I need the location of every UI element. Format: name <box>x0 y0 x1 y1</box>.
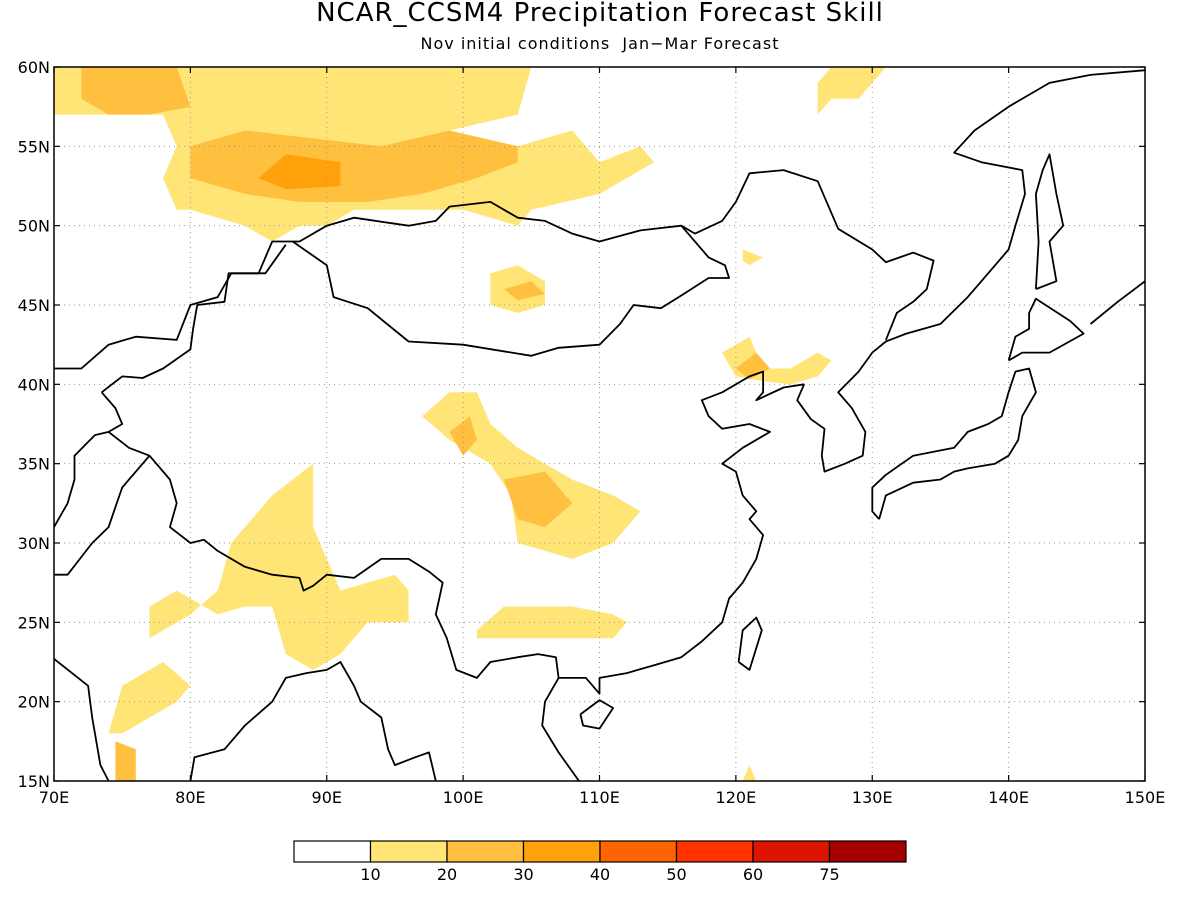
coastline-japan-honshu <box>871 367 1037 520</box>
skill-region-siberia-core <box>190 130 518 202</box>
colorbar-swatch <box>828 840 907 863</box>
coastline-china-mongolia <box>292 225 730 357</box>
lon-tick-label: 120E <box>716 788 757 807</box>
skill-region-siberia-core-inner <box>258 154 341 190</box>
coastline-kamchatka <box>1089 280 1145 325</box>
skill-region-india-southwest-inner <box>115 741 136 781</box>
lat-tick-label: 30N <box>18 534 50 553</box>
coastline-pakistan-border <box>54 391 124 528</box>
lat-tick-label: 45N <box>18 296 50 315</box>
lat-tick-label: 35N <box>18 455 50 474</box>
colorbar-label: 40 <box>590 865 610 884</box>
colorbar-swatch <box>369 840 448 863</box>
coastline-taiwan <box>737 616 763 671</box>
colorbar-label: 10 <box>360 865 380 884</box>
colorbar-swatch <box>599 840 678 863</box>
colorbar-swatch <box>293 840 372 863</box>
coastline-himalaya <box>108 431 560 679</box>
skill-region-tibet-south <box>149 463 409 670</box>
skill-region-tibet-north-inner2 <box>449 416 477 456</box>
skill-region-mongolia-east-patch <box>742 249 764 266</box>
coastline-india-pak-border <box>54 455 151 576</box>
map-subtitle: Nov initial conditions Jan−Mar Forecast <box>420 34 780 53</box>
colorbar-swatch <box>522 840 601 863</box>
skill-region-siberia-east <box>817 67 886 115</box>
axis-ticks: 70E 80E 90E 100E 110E 120E 130E 140E 150E 15N 20N 2… <box>18 58 1166 807</box>
lon-tick-label: 90E <box>312 788 342 807</box>
lat-tick-label: 20N <box>18 693 50 712</box>
colorbar-label: 60 <box>743 865 763 884</box>
colorbar-label: 50 <box>666 865 686 884</box>
lon-tick-label: 70E <box>39 788 69 807</box>
coastline-bay-of-bengal <box>54 658 110 781</box>
lat-tick-label: 50N <box>18 217 50 236</box>
skill-region-tibet-north-inner <box>504 471 573 528</box>
colorbar-label: 75 <box>819 865 839 884</box>
colorbar-swatch <box>675 840 754 863</box>
skill-region-taiwan-patch <box>742 765 757 781</box>
coastline-china-coast <box>558 370 805 695</box>
lon-tick-label: 100E <box>443 788 484 807</box>
skill-fill-layer <box>54 67 886 781</box>
skill-region-india-southwest <box>94 662 191 734</box>
colorbar: 10 20 30 40 50 60 75 <box>293 840 907 884</box>
map-title: NCAR_CCSM4 Precipitation Forecast Skill <box>316 0 884 28</box>
coastline-hainan <box>579 699 614 730</box>
lon-tick-label: 110E <box>579 788 620 807</box>
colorbar-label: 20 <box>437 865 457 884</box>
coastline-caspian-east <box>54 169 935 370</box>
lat-tick-label: 55N <box>18 137 50 156</box>
coastline-layer <box>54 69 1145 781</box>
coastline-indochina <box>541 677 580 781</box>
gridlines <box>54 67 1145 781</box>
coastline-sakhalin <box>1035 153 1065 290</box>
skill-region-siberia-west-top <box>81 67 191 115</box>
coastline-china-west <box>101 244 287 394</box>
colorbar-swatch <box>752 840 831 863</box>
lat-tick-label: 25N <box>18 613 50 632</box>
lon-tick-label: 140E <box>988 788 1029 807</box>
colorbar-swatch <box>446 840 525 863</box>
lat-tick-label: 15N <box>18 772 50 791</box>
lat-tick-label: 60N <box>18 58 50 77</box>
colorbar-label: 30 <box>513 865 533 884</box>
lat-tick-label: 40N <box>18 375 50 394</box>
skill-region-south-china <box>476 606 627 639</box>
skill-region-manchuria-south <box>722 336 832 385</box>
coastline-japan-hokkaido <box>1007 297 1085 362</box>
lon-tick-label: 150E <box>1125 788 1166 807</box>
lon-tick-label: 130E <box>852 788 893 807</box>
coastline-korea <box>796 69 1145 473</box>
coastline-india-east <box>189 661 437 781</box>
lon-tick-label: 80E <box>175 788 205 807</box>
skill-region-mongolia-central-inner <box>504 281 545 301</box>
